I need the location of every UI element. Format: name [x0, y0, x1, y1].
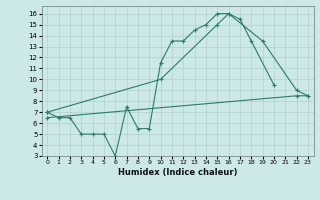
X-axis label: Humidex (Indice chaleur): Humidex (Indice chaleur): [118, 168, 237, 177]
